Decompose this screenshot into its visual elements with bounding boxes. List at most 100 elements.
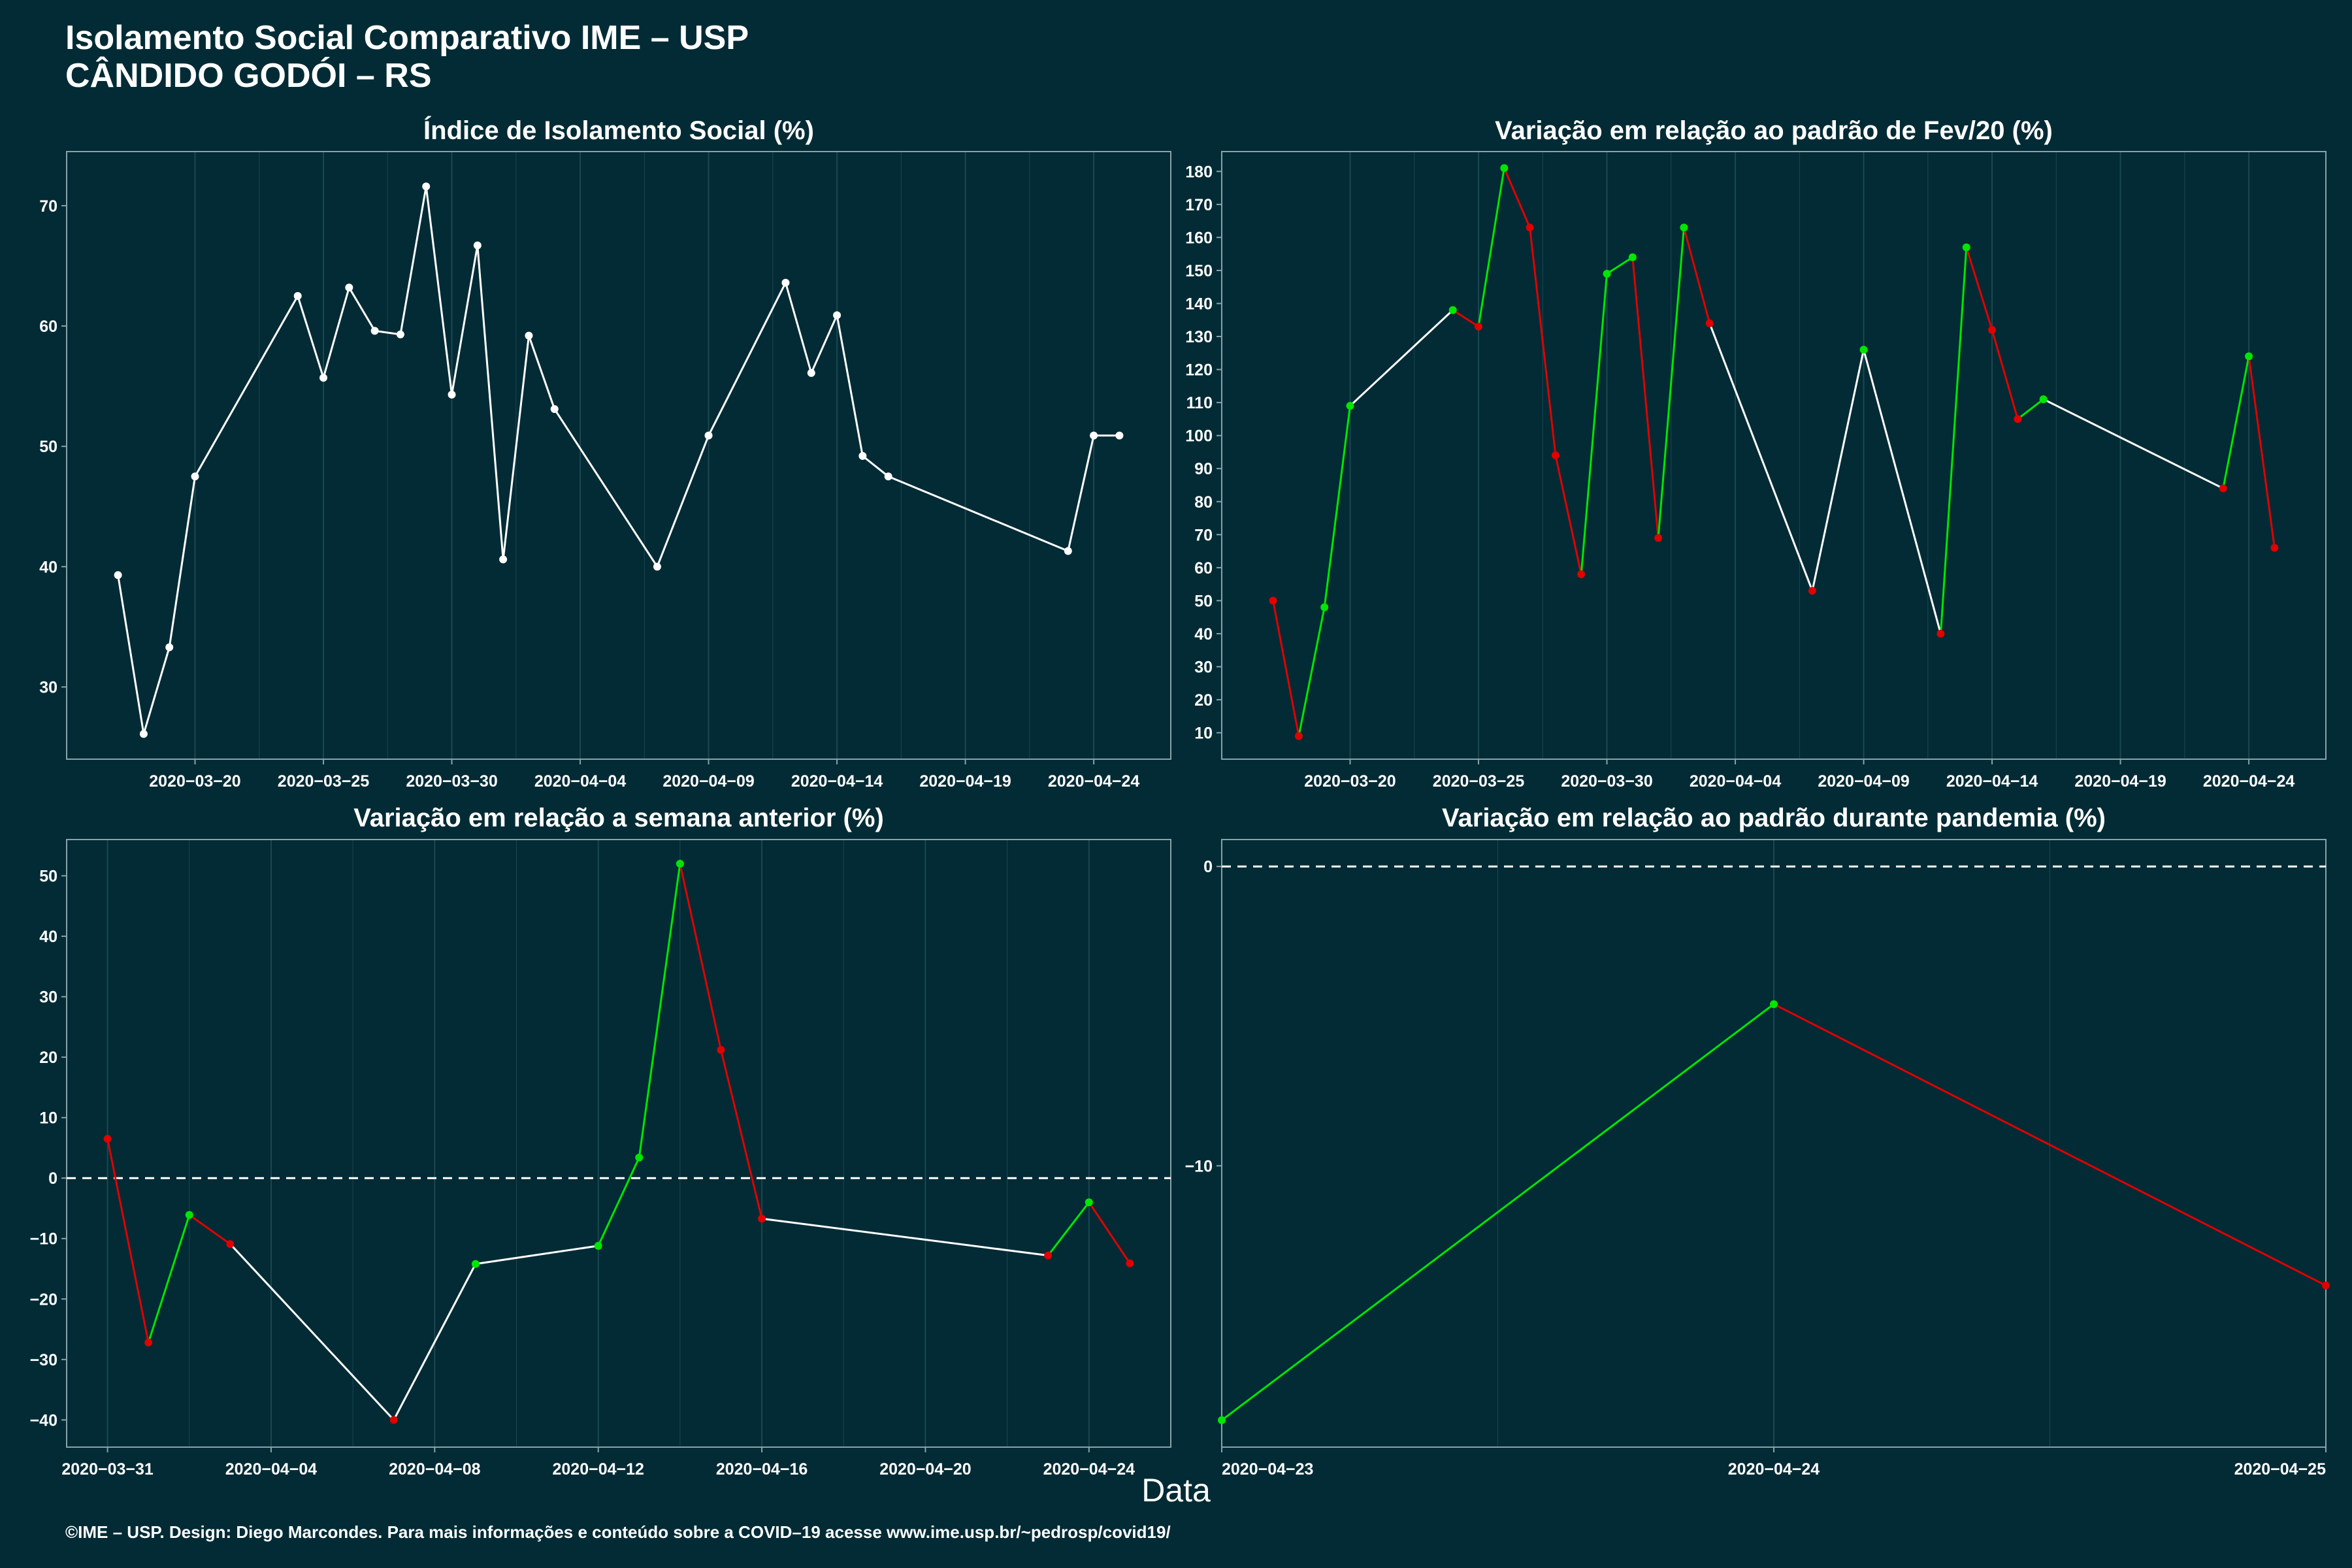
series-segment — [656, 435, 710, 567]
data-point — [1551, 451, 1560, 459]
data-point — [370, 327, 379, 335]
y-tick-label: 140 — [1185, 295, 1213, 314]
data-point — [2245, 352, 2253, 361]
series-segment — [229, 1243, 395, 1421]
y-tick-label: 160 — [1185, 229, 1213, 247]
x-tick-label: 2020−04−24 — [1043, 1460, 1135, 1478]
panel-title-pandemia: Variação em relação ao padrão durante pa… — [1442, 804, 2106, 832]
series-segment — [168, 476, 196, 647]
y-tick-label: 100 — [1185, 427, 1213, 446]
series-segment — [1708, 323, 1814, 591]
data-point — [345, 284, 353, 292]
panel-title-fev20: Variação em relação ao padrão de Fev/20 … — [1495, 116, 2053, 145]
series-segment — [1606, 256, 1633, 275]
series-segment — [1682, 227, 1711, 324]
x-tick-label: 2020−04−14 — [791, 772, 883, 791]
x-axis-caption: Data — [1141, 1472, 1211, 1509]
series-segment — [1349, 309, 1454, 407]
x-tick-label: 2020−04−19 — [2074, 772, 2166, 791]
y-tick-label: 120 — [1185, 361, 1213, 380]
series-segment — [1477, 168, 1505, 327]
data-point — [1269, 596, 1277, 605]
series-segment — [451, 245, 479, 395]
y-tick-label: −30 — [30, 1351, 57, 1369]
credit-footer: ©IME – USP. Design: Diego Marcondes. Par… — [65, 1522, 1171, 1542]
data-point — [758, 1215, 766, 1223]
x-tick-label: 2020−04−23 — [1222, 1460, 1313, 1478]
data-point — [1115, 431, 1124, 440]
series-segment — [2043, 398, 2224, 489]
series-segment — [106, 1138, 150, 1343]
panel-isolamento: 30 40 50 60 70 2020−03−20 2020−03−25 2020−03−30… — [39, 151, 1171, 791]
series-segment — [1221, 1003, 1774, 1421]
chart-title: Isolamento Social Comparativo IME – USP — [65, 19, 749, 57]
y-tick-label: 40 — [39, 928, 57, 946]
data-point — [635, 1153, 644, 1162]
y-tick-label: 10 — [39, 1109, 57, 1128]
y-tick-label: 90 — [1194, 460, 1213, 478]
series-segment — [1631, 257, 1659, 538]
x-tick-label: 2020−03−20 — [149, 772, 240, 791]
chart-subtitle: CÂNDIDO GODÓI – RS — [65, 57, 432, 95]
series-segment — [502, 335, 530, 560]
x-tick-label: 2020−04−25 — [2234, 1460, 2327, 1478]
series-segment — [1529, 227, 1557, 456]
y-tick-label: −10 — [30, 1230, 57, 1249]
series-segment — [399, 186, 427, 335]
x-tick-label: 2020−04−16 — [716, 1460, 808, 1478]
x-tick-label: 2020−04−19 — [919, 772, 1011, 791]
y-tick-label: 130 — [1185, 328, 1213, 346]
data-point — [2219, 484, 2227, 493]
data-point — [1218, 1416, 1226, 1424]
data-point — [781, 278, 790, 287]
x-tick-label: 2020−04−09 — [662, 772, 754, 791]
data-point — [165, 643, 174, 651]
series-segment — [1503, 167, 1531, 228]
data-point — [1603, 270, 1611, 278]
data-point — [1577, 570, 1586, 578]
data-point — [1936, 629, 1945, 638]
series-segment — [1554, 455, 1582, 575]
data-point — [1064, 547, 1072, 555]
series-segment — [188, 1214, 231, 1245]
series-segment — [888, 475, 1069, 552]
series-segment — [1067, 435, 1095, 551]
x-tick-label: 2020−04−12 — [552, 1460, 644, 1478]
y-tick-label: −40 — [30, 1411, 57, 1429]
series-segment — [1965, 247, 1993, 331]
panel-pandemia: −10 0 2020−04−23 2020−04−24 2020−04−25 — [1185, 839, 2330, 1478]
y-tick-label: 80 — [1194, 493, 1213, 512]
data-point — [144, 1338, 153, 1347]
data-point — [1988, 325, 1997, 334]
x-tick-label: 2020−03−30 — [406, 772, 497, 791]
data-point — [293, 291, 302, 300]
data-point — [319, 374, 328, 382]
data-point — [2039, 395, 2048, 404]
series-segment — [476, 245, 504, 560]
data-point — [1526, 223, 1534, 232]
panel-title-semana: Variação em relação a semana anterior (%… — [353, 804, 884, 832]
series-segment — [297, 295, 325, 378]
data-point — [1126, 1259, 1134, 1267]
series-segment — [1657, 227, 1685, 538]
series-segment — [1047, 1201, 1090, 1256]
series-segment — [679, 863, 722, 1051]
data-point — [1320, 603, 1329, 612]
x-tick-label: 2020−04−04 — [225, 1460, 318, 1478]
y-tick-label: 180 — [1185, 163, 1213, 181]
data-point — [2270, 544, 2279, 552]
data-point — [1808, 587, 1816, 595]
data-point — [2322, 1281, 2330, 1290]
x-tick-label: 2020−04−09 — [1818, 772, 1909, 791]
y-tick-label: 150 — [1185, 262, 1213, 280]
y-tick-label: −10 — [1185, 1157, 1213, 1175]
series-segment — [322, 287, 350, 378]
data-point — [471, 1260, 480, 1268]
series-segment — [862, 455, 889, 478]
series-segment — [785, 282, 813, 374]
y-tick-label: 50 — [1194, 592, 1213, 610]
data-point — [1044, 1251, 1053, 1260]
data-point — [1962, 243, 1970, 252]
series-segment — [1452, 309, 1479, 328]
